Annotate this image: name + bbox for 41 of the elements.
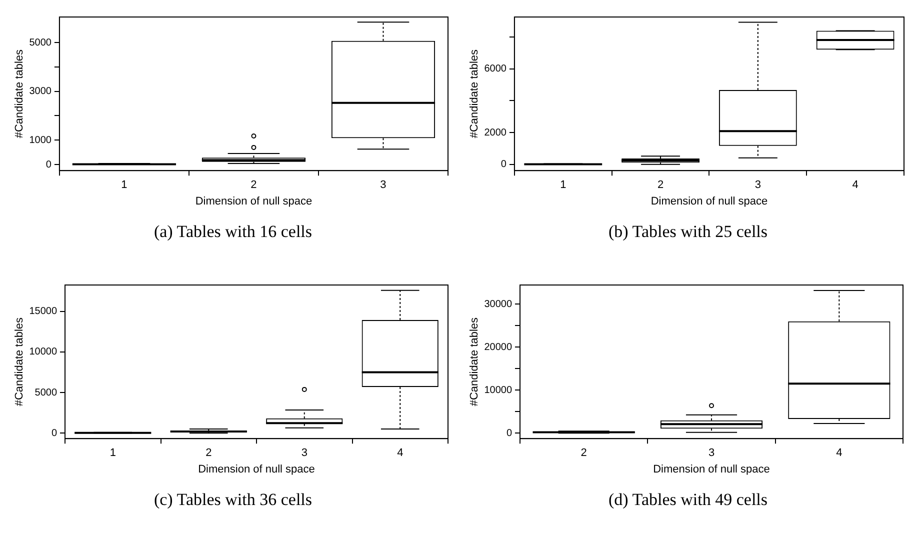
y-tick-label: 0 [500,159,507,170]
x-tick-label: 2 [206,447,212,460]
text: (d) Tables with 49 cells [608,490,768,510]
x-tick-label: 4 [852,179,858,192]
y-axis-title: #Candidate tables [468,48,481,138]
y-tick-label: 20000 [484,342,512,353]
x-axis-title: Dimension of null space [195,195,312,208]
y-axis-title: #Candidate tables [468,316,481,406]
text: (a) Tables with 16 cells [154,222,312,242]
x-tick-label: 3 [380,179,386,192]
text: (b) Tables with 25 cells [608,222,768,242]
y-tick-label: 0 [51,428,58,439]
x-tick-label: 1 [110,447,116,460]
y-tick-label: 10000 [484,384,512,396]
y-tick-label: 15000 [29,306,58,318]
y-tick-label: 5000 [34,387,58,398]
y-tick-label: 6000 [484,64,507,75]
x-axis-title: Dimension of null space [198,463,315,476]
y-tick-label: 10000 [29,346,58,358]
y-tick-label: 0 [506,428,512,439]
text: (c) Tables with 36 cells [154,490,312,510]
x-tick-label: 3 [754,179,761,192]
x-tick-label: 1 [560,179,566,192]
x-tick-label: 3 [708,447,715,460]
x-tick-label: 2 [580,447,587,460]
y-tick-label: 30000 [484,298,512,310]
y-tick-label: 5000 [29,37,52,48]
y-tick-label: 3000 [29,86,52,98]
x-axis-title: Dimension of null space [653,463,770,476]
y-tick-label: 1000 [29,134,52,146]
x-axis-title: Dimension of null space [650,195,768,208]
x-tick-label: 4 [836,447,842,460]
y-axis-title: #Candidate tables [14,48,26,138]
y-axis-title: #Candidate tables [14,316,26,406]
x-tick-label: 2 [657,179,664,192]
y-tick-label: 0 [46,159,52,170]
x-tick-label: 3 [301,447,308,460]
x-tick-label: 1 [121,179,128,192]
x-tick-label: 4 [397,447,404,460]
y-tick-label: 2000 [484,127,507,138]
x-tick-label: 2 [250,179,257,192]
